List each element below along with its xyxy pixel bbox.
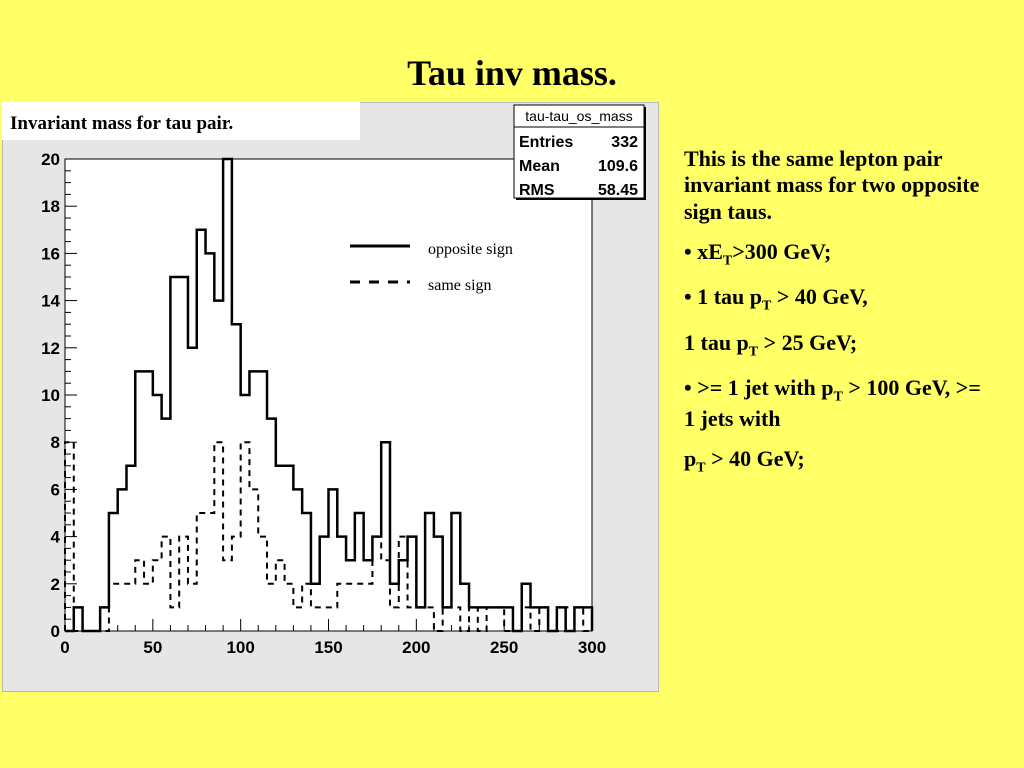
x-tick-label: 200 — [402, 638, 430, 657]
legend-label: opposite sign — [428, 241, 513, 258]
side-cut-xet: • xET>300 GeV; — [684, 239, 832, 269]
side-cut-jets: • >= 1 jet with pT > 100 GeV, >= 1 jets … — [684, 374, 981, 431]
x-tick-label: 50 — [143, 638, 162, 657]
y-tick-label: 12 — [41, 339, 60, 358]
legend-label: same sign — [428, 277, 492, 294]
x-tick-label: 300 — [578, 638, 606, 657]
side-cut-jet-pt: pT > 40 GeV; — [684, 446, 805, 476]
y-tick-label: 2 — [51, 575, 60, 594]
x-tick-label: 150 — [314, 638, 342, 657]
side-cut-tau2: 1 tau pT > 25 GeV; — [684, 329, 858, 359]
legend: opposite sign same sign — [340, 230, 571, 300]
side-paragraph-description: This is the same lepton pair invariant m… — [684, 146, 980, 224]
histogram-series — [64, 157, 594, 633]
legend-box — [340, 230, 571, 300]
y-tick-label: 4 — [51, 528, 61, 547]
stats-value: 58.45 — [598, 182, 638, 199]
x-tick-label: 100 — [226, 638, 254, 657]
y-tick-label: 8 — [51, 433, 60, 452]
slide-title: Tau inv mass. — [407, 53, 617, 93]
x-tick-label: 0 — [60, 638, 69, 657]
stats-box-frame — [513, 104, 645, 199]
stats-label: Entries — [519, 134, 573, 151]
side-text: This is the same lepton pair invariant m… — [684, 146, 984, 492]
y-tick-label: 16 — [41, 244, 60, 263]
y-tick-label: 6 — [51, 480, 60, 499]
y-tick-label: 10 — [41, 386, 60, 405]
stats-value: 109.6 — [598, 158, 638, 175]
plot-frame — [64, 158, 593, 632]
stats-box: tau-tau_os_mass Entries 332 Mean 109.6 RMS 58.… — [513, 104, 646, 200]
y-tick-label: 18 — [41, 197, 60, 216]
y-tick-label: 14 — [41, 292, 60, 311]
x-tick-label: 250 — [490, 638, 518, 657]
series-opposite-sign — [65, 157, 594, 633]
stats-value: 332 — [611, 134, 638, 151]
y-tick-label: 20 — [41, 150, 60, 169]
stats-label: Mean — [519, 158, 560, 175]
plot-caption: Invariant mass for tau pair. — [2, 102, 360, 140]
stats-box-name: tau-tau_os_mass — [525, 108, 632, 124]
side-cut-tau1: • 1 tau pT > 40 GeV, — [684, 284, 868, 314]
y-tick-label: 0 — [51, 622, 60, 641]
stats-label: RMS — [519, 182, 555, 199]
